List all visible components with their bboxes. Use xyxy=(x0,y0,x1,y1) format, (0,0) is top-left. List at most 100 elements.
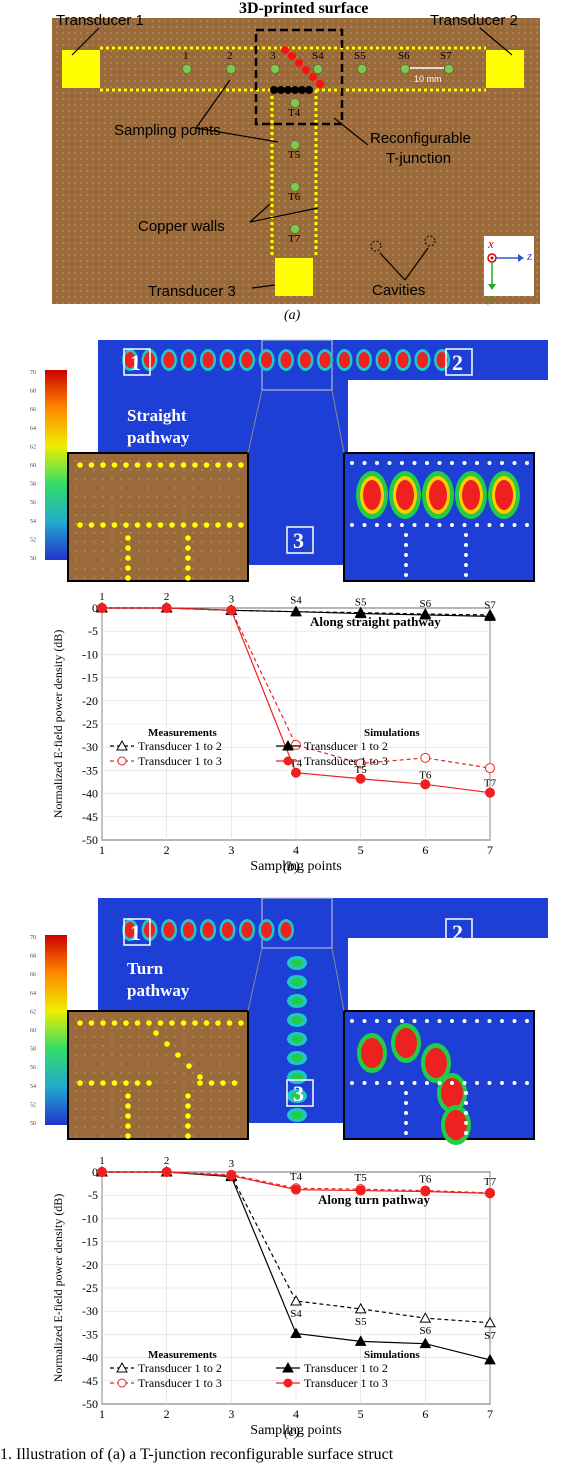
data-point xyxy=(290,1294,302,1306)
y-tick-label: -40 xyxy=(82,787,98,801)
point-label-bottom: S4 xyxy=(290,1308,302,1320)
y-axis-label: Normalized E-field power density (dB) xyxy=(51,630,65,819)
legend-swatch-marker xyxy=(117,756,127,766)
axis-x-label: x xyxy=(488,236,494,251)
left-inset xyxy=(67,1010,249,1140)
data-point xyxy=(354,1335,367,1346)
wave-core xyxy=(241,922,253,938)
port-box xyxy=(123,348,151,376)
wave-core xyxy=(291,978,303,986)
y-tick-label: -40 xyxy=(82,1351,98,1365)
legend-entry: Transducer 1 to 2 xyxy=(304,1361,388,1375)
wave-core xyxy=(291,1016,303,1024)
point-label-top: T6 xyxy=(419,1174,432,1186)
transducer-2-label: Transducer 2 xyxy=(430,12,518,29)
tjunction-label: T-junction xyxy=(386,150,452,167)
legend-group-simulations: Simulations xyxy=(364,727,420,739)
wave-core xyxy=(417,352,428,368)
panel-a-label: (a) xyxy=(284,308,301,323)
port-label: 3 xyxy=(293,528,304,553)
sampling-point-label-top: 2 xyxy=(227,50,233,62)
legend-swatch-marker xyxy=(283,1378,293,1388)
colorbar-tick: 70 xyxy=(30,935,36,941)
sampling-point-label-top: 3 xyxy=(270,50,276,62)
data-point xyxy=(226,1170,237,1181)
data-point xyxy=(290,605,302,617)
colorbar xyxy=(45,935,67,1125)
wave-core xyxy=(397,352,409,368)
y-tick-label: -50 xyxy=(82,1397,98,1411)
legend-swatch-marker xyxy=(116,739,128,751)
wave-core xyxy=(261,352,272,368)
legend-swatch-marker xyxy=(283,756,293,766)
legend-swatch-marker xyxy=(282,739,294,751)
legend-swatch-marker xyxy=(116,1361,128,1373)
point-label-top: S4 xyxy=(290,595,302,607)
x-axis-label: Sampling points xyxy=(250,859,341,873)
pathway-annotation: Along straight pathway xyxy=(310,614,441,629)
legend-entry: Transducer 1 to 2 xyxy=(138,1361,222,1375)
colorbar-tick: 52 xyxy=(30,537,36,543)
reconfigurable-label: Reconfigurable xyxy=(370,130,471,147)
legend-entry: Transducer 1 to 2 xyxy=(138,739,222,753)
panel-a-figure xyxy=(52,18,540,304)
chart-straight: 1 2 3 4 5 6 7 0 -5 -10 -15 -20 -25 -30 -35 -40 -45 -50 Sam… xyxy=(51,591,497,873)
sampling-point-label-branch: T6 xyxy=(288,191,301,203)
y-tick-label: -30 xyxy=(82,740,98,754)
wave-core xyxy=(261,922,272,938)
wave-core xyxy=(202,922,214,938)
y-tick-label: -45 xyxy=(82,1374,98,1388)
point-label-top: 3 xyxy=(229,593,235,605)
zoom-line xyxy=(331,389,345,454)
colorbar xyxy=(45,370,67,560)
sampling-point-label-top: S5 xyxy=(354,50,366,62)
y-tick-label: -20 xyxy=(82,1258,98,1272)
data-point xyxy=(420,1186,431,1197)
black-pins xyxy=(270,86,313,94)
transducer-3-label: Transducer 3 xyxy=(148,283,236,300)
sampling-point-label-top: S7 xyxy=(440,50,452,62)
wave-core xyxy=(163,352,175,368)
point-label-top: T7 xyxy=(484,1176,497,1188)
x-tick-label: 2 xyxy=(164,1407,170,1421)
data-point xyxy=(484,1353,496,1365)
wave-core xyxy=(291,1035,303,1043)
port-box xyxy=(123,918,151,946)
right-inset xyxy=(343,452,535,582)
point-label-top: 1 xyxy=(99,591,105,603)
legend-group-measurements: Measurements xyxy=(148,727,218,739)
wave-core xyxy=(339,352,350,368)
y-tick-label: -35 xyxy=(82,763,98,777)
wave-core xyxy=(291,1054,303,1062)
y-tick-label: -25 xyxy=(82,717,98,731)
colorbar-tick: 58 xyxy=(30,482,36,488)
left-inset xyxy=(67,452,249,582)
panel-b-label: (b) xyxy=(283,860,300,875)
data-point xyxy=(291,767,301,778)
data-point xyxy=(97,603,107,613)
point-label-bottom: T7 xyxy=(484,778,497,790)
y-axis-label: Normalized E-field power density (dB) xyxy=(51,1194,65,1383)
point-label-bottom: S5 xyxy=(355,1316,367,1328)
y-tick-label: -20 xyxy=(82,694,98,708)
wave-core xyxy=(319,352,331,368)
surface-board xyxy=(52,18,540,304)
sampling-points xyxy=(182,64,454,234)
wave-core xyxy=(241,352,253,368)
colorbar-tick: 70 xyxy=(30,370,36,376)
colorbar-tick: 64 xyxy=(30,426,36,432)
colorbar-tick: 58 xyxy=(30,1047,36,1053)
legend-swatch-marker xyxy=(282,1361,294,1373)
sampling-point-label-top: S4 xyxy=(312,50,324,62)
wave-core xyxy=(291,1111,303,1119)
data-point xyxy=(485,787,495,798)
point-label-top: S5 xyxy=(355,597,367,609)
point-label-top: S6 xyxy=(420,598,432,610)
data-point xyxy=(355,773,366,784)
colorbar-tick: 56 xyxy=(30,1065,36,1071)
colorbar-tick: 66 xyxy=(30,972,36,978)
wave-core xyxy=(291,1092,303,1100)
x-tick-label: 6 xyxy=(422,1407,428,1421)
colorbar-tick: 64 xyxy=(30,991,36,997)
x-tick-label: 7 xyxy=(487,843,493,857)
